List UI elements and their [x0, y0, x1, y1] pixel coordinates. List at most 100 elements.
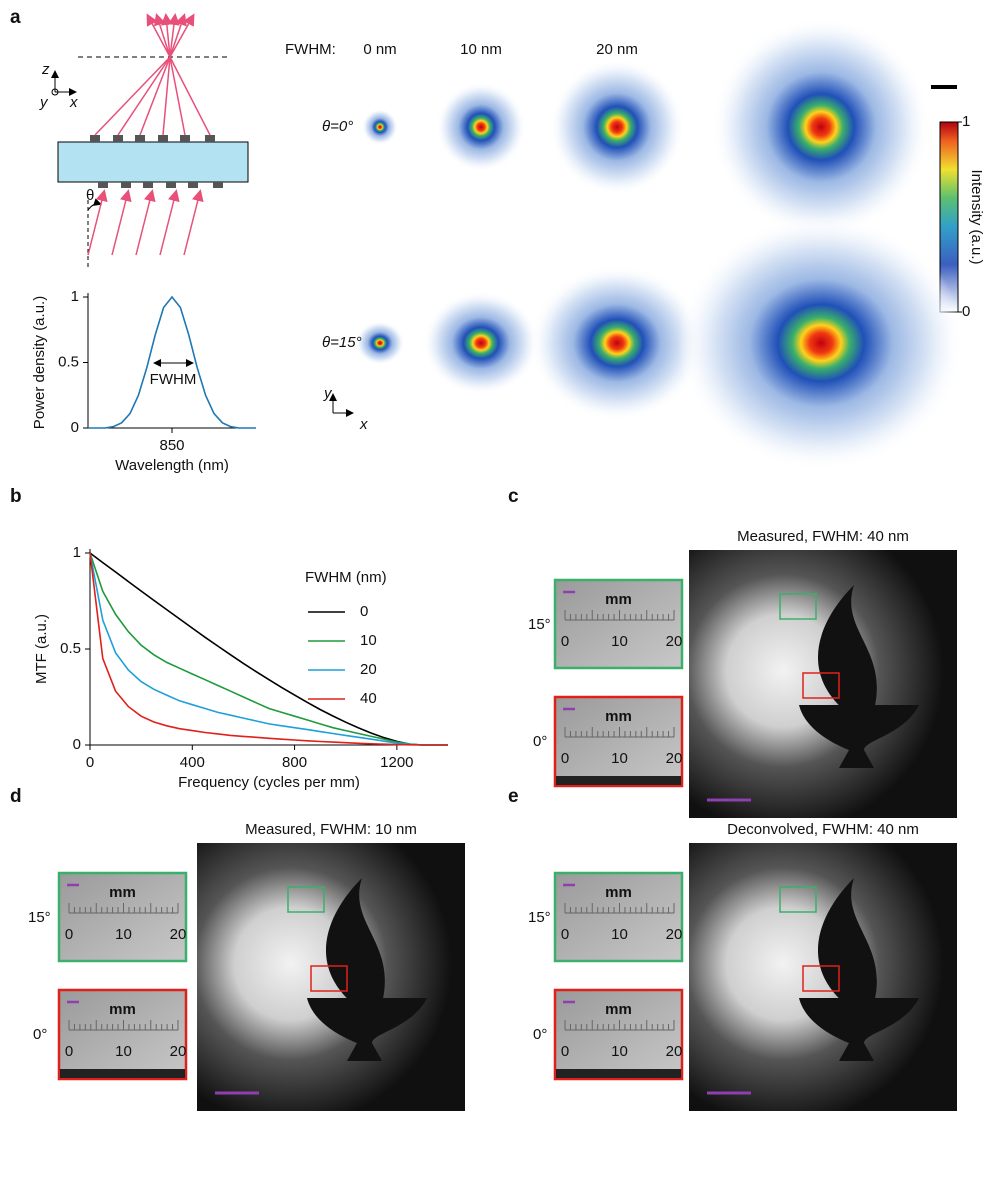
axis-label: y	[39, 94, 49, 111]
pillar	[166, 182, 176, 188]
angle-label: 15°	[528, 909, 551, 926]
legend-label: 0	[360, 603, 368, 620]
ray	[146, 13, 171, 58]
y-axis-label: Power density (a.u.)	[31, 296, 48, 429]
y-tick-label: 0.5	[58, 353, 79, 370]
inset	[57, 871, 188, 963]
psf-spot	[711, 17, 931, 237]
angle-label: 15°	[28, 909, 51, 926]
pillar	[158, 135, 168, 142]
panel-label: e	[508, 786, 519, 807]
ray	[111, 189, 132, 256]
colorbar-label: Intensity (a.u.)	[968, 169, 983, 264]
data-line	[89, 552, 448, 746]
x-axis-label: Wavelength (nm)	[115, 457, 229, 474]
pillar	[113, 135, 123, 142]
ruler-mark: 20	[170, 1043, 187, 1060]
ruler-mark: 0	[65, 926, 73, 943]
legend-label: 40	[360, 690, 377, 707]
ray	[154, 13, 171, 58]
bowl	[799, 998, 919, 1061]
ruler-mark: 10	[115, 926, 132, 943]
angle-label: 0°	[533, 733, 547, 750]
roi	[779, 886, 817, 913]
ray	[169, 13, 195, 58]
roi	[802, 672, 840, 699]
bowl	[307, 998, 427, 1061]
ruler-mark: 10	[611, 750, 628, 767]
ruler-unit: mm	[605, 591, 632, 608]
torch	[325, 878, 385, 1003]
psf-header: FWHM:	[285, 41, 336, 58]
ruler-mark: 20	[666, 633, 683, 650]
pillar	[205, 135, 215, 142]
ruler-mark: 10	[115, 1043, 132, 1060]
x-tick-label: 400	[180, 754, 205, 771]
y-tick-label: 1	[71, 288, 79, 305]
pillar	[135, 135, 145, 142]
ruler-unit: mm	[605, 708, 632, 725]
pillar	[121, 182, 131, 188]
data-line	[88, 295, 256, 429]
x-tick-label: 850	[159, 437, 184, 454]
angle-label: 0°	[533, 1026, 547, 1043]
ruler-mark: 0	[561, 633, 569, 650]
psf-spot	[362, 109, 398, 145]
panel-label: a	[10, 7, 21, 28]
ruler-mark: 20	[666, 926, 683, 943]
axis-dot	[51, 88, 59, 96]
panel-label: b	[10, 486, 22, 507]
axis-label: x	[359, 416, 368, 433]
panel-label: c	[508, 486, 519, 507]
inset	[553, 695, 684, 788]
ruler-unit: mm	[605, 1001, 632, 1018]
image-title: Measured, FWHM: 10 nm	[245, 821, 417, 838]
axis-label: z	[41, 61, 50, 78]
ray	[169, 56, 211, 136]
ruler-mark: 10	[611, 1043, 628, 1060]
angle-arc	[87, 198, 102, 211]
ray	[169, 56, 186, 136]
y-tick-label: 0	[71, 419, 79, 436]
colorbar-tick-label: 0	[962, 303, 970, 320]
inset	[57, 988, 188, 1081]
photo	[689, 550, 957, 818]
inset-shade	[556, 776, 681, 785]
x-tick-label: 0	[86, 754, 94, 771]
ray	[169, 13, 187, 58]
axis-label: y	[323, 385, 333, 402]
ruler-mark: 0	[65, 1043, 73, 1060]
y-tick-label: 0	[73, 736, 81, 753]
psf-spot	[422, 291, 540, 395]
legend-label: 10	[360, 632, 377, 649]
inset	[553, 578, 684, 670]
x-tick-label: 1200	[380, 754, 413, 771]
image-title: Deconvolved, FWHM: 40 nm	[727, 821, 919, 838]
pillar	[180, 135, 190, 142]
x-tick-label: 800	[282, 754, 307, 771]
photo	[689, 843, 957, 1111]
pillar	[188, 182, 198, 188]
torch	[817, 585, 877, 710]
ruler-mark: 10	[611, 926, 628, 943]
roi	[310, 965, 348, 992]
psf-spot	[549, 59, 685, 195]
bowl	[799, 705, 919, 768]
legend-title: FWHM (nm)	[305, 569, 387, 586]
ruler-unit: mm	[605, 884, 632, 901]
data-line	[89, 552, 448, 746]
pillar	[143, 182, 153, 188]
angle-label: 15°	[528, 616, 551, 633]
roi	[802, 965, 840, 992]
y-axis-label: MTF (a.u.)	[33, 614, 50, 684]
angle-label: 0°	[33, 1026, 47, 1043]
psf-spot	[529, 265, 705, 421]
row-label: θ=15°	[322, 334, 362, 351]
axis-label: x	[69, 94, 78, 111]
psf-spot	[355, 321, 405, 365]
y-tick-label: 1	[73, 544, 81, 561]
substrate	[57, 141, 249, 183]
ray	[162, 56, 171, 136]
inset-shade	[60, 1069, 185, 1078]
